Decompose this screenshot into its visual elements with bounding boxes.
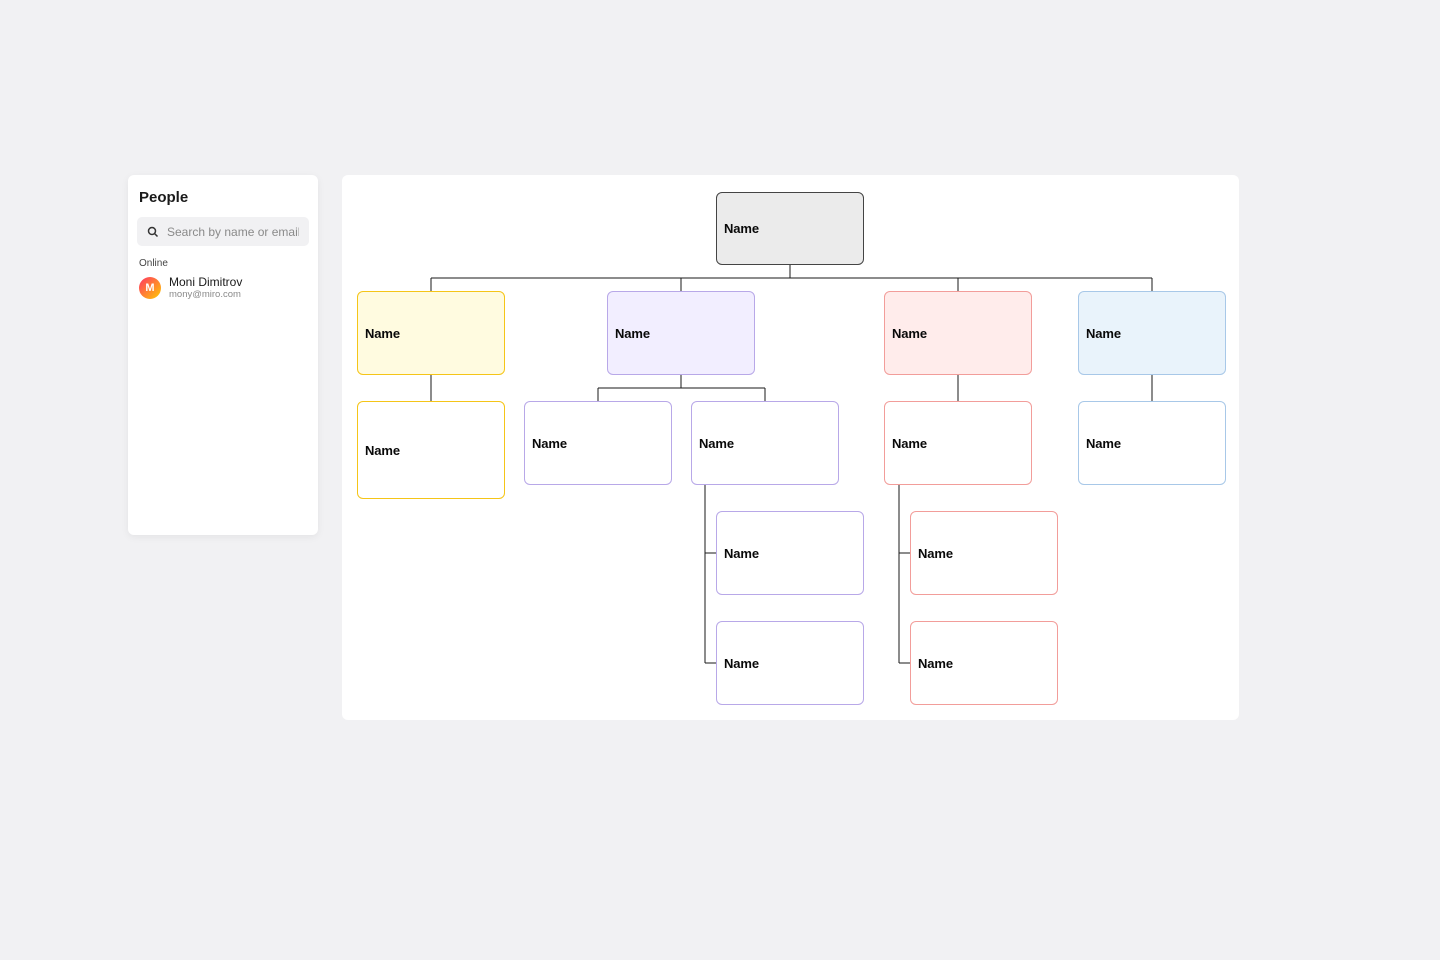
orgchart-node-label: Name	[615, 326, 650, 341]
orgchart-node-label: Name	[724, 546, 759, 561]
orgchart-node-label: Name	[699, 436, 734, 451]
orgchart-node[interactable]: Name	[910, 511, 1058, 595]
orgchart-node-label: Name	[918, 546, 953, 561]
orgchart-node[interactable]: Name	[357, 291, 505, 375]
orgchart-node[interactable]: Name	[716, 511, 864, 595]
orgchart-node-label: Name	[892, 326, 927, 341]
person-email: mony@miro.com	[169, 290, 242, 301]
people-section-online: Online	[137, 258, 309, 269]
orgchart-node-label: Name	[365, 443, 400, 458]
orgchart-node[interactable]: Name	[716, 192, 864, 265]
orgchart-node-label: Name	[918, 656, 953, 671]
orgchart-node[interactable]: Name	[607, 291, 755, 375]
orgchart-node-label: Name	[1086, 436, 1121, 451]
orgchart-canvas[interactable]: Name Name Name Name Name Name Name Name Name Name…	[342, 175, 1239, 720]
orgchart-node[interactable]: Name	[884, 401, 1032, 485]
search-icon	[147, 226, 159, 238]
people-search-input[interactable]	[167, 225, 299, 239]
orgchart-node-label: Name	[532, 436, 567, 451]
orgchart-node-label: Name	[365, 326, 400, 341]
orgchart-node[interactable]: Name	[1078, 401, 1226, 485]
orgchart-node-label: Name	[1086, 326, 1121, 341]
orgchart-node-label: Name	[892, 436, 927, 451]
orgchart-node-label: Name	[724, 221, 759, 236]
people-search[interactable]	[137, 217, 309, 246]
person-name: Moni Dimitrov	[169, 276, 242, 290]
orgchart-node[interactable]: Name	[691, 401, 839, 485]
orgchart-node-label: Name	[724, 656, 759, 671]
orgchart-node[interactable]: Name	[1078, 291, 1226, 375]
people-panel-title: People	[137, 189, 309, 206]
person-row[interactable]: M Moni Dimitrov mony@miro.com	[137, 276, 309, 301]
orgchart-node[interactable]: Name	[357, 401, 505, 499]
orgchart-node[interactable]: Name	[910, 621, 1058, 705]
orgchart-node[interactable]: Name	[524, 401, 672, 485]
avatar: M	[139, 277, 161, 299]
person-meta: Moni Dimitrov mony@miro.com	[169, 276, 242, 301]
people-panel: People Online M Moni Dimitrov mony@miro.…	[128, 175, 318, 535]
orgchart-node[interactable]: Name	[884, 291, 1032, 375]
orgchart-node[interactable]: Name	[716, 621, 864, 705]
